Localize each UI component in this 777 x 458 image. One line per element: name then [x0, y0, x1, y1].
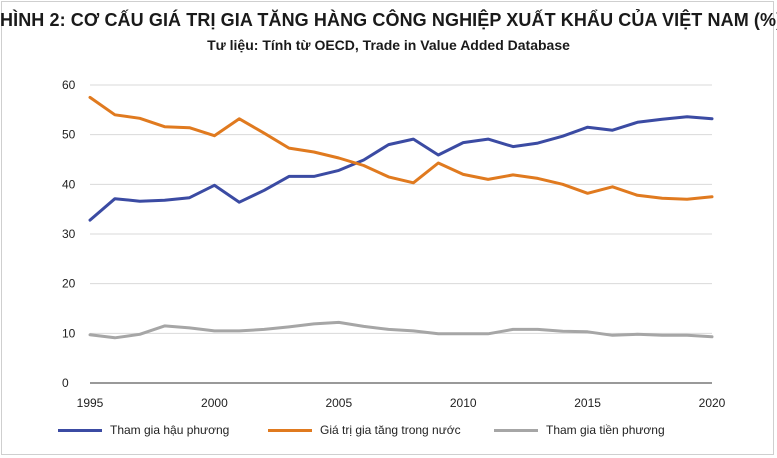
legend-label-forward: Tham gia tiền phương — [546, 423, 665, 437]
x-tick-label-2000: 2000 — [201, 396, 228, 410]
series-line-domestic — [88, 95, 714, 201]
y-tick-label-10: 10 — [62, 326, 76, 340]
y-tick-label-60: 60 — [62, 78, 76, 92]
x-tick-label-2010: 2010 — [450, 396, 477, 410]
series-line-backward — [88, 115, 714, 222]
series-line-forward — [88, 320, 714, 340]
legend-label-backward: Tham gia hậu phương — [110, 423, 230, 437]
chart-subtitle: Tư liệu: Tính từ OECD, Trade in Value Ad… — [207, 37, 570, 53]
legend-swatch-domestic — [268, 428, 312, 432]
x-tick-label-2020: 2020 — [699, 396, 726, 410]
legend-swatch-forward — [494, 428, 538, 432]
x-tick-label-2005: 2005 — [325, 396, 352, 410]
y-tick-label-20: 20 — [62, 277, 76, 291]
legend-item-backward: Tham gia hậu phương — [58, 423, 229, 437]
y-tick-label-30: 30 — [62, 227, 76, 241]
x-tick-label-1995: 1995 — [77, 396, 104, 410]
legend-label-domestic: Giá trị gia tăng trong nước — [320, 423, 461, 437]
legend-item-domestic: Giá trị gia tăng trong nước — [268, 423, 461, 437]
y-tick-label-0: 0 — [62, 376, 69, 390]
y-tick-label-50: 50 — [62, 128, 76, 142]
chart-title: HÌNH 2: CƠ CẤU GIÁ TRỊ GIA TĂNG HÀNG CÔN… — [0, 10, 777, 30]
legend: Tham gia hậu phương Giá trị gia tăng tro… — [0, 423, 777, 443]
legend-swatch-backward — [58, 428, 102, 432]
y-tick-label-40: 40 — [62, 177, 76, 191]
legend-item-forward: Tham gia tiền phương — [494, 423, 665, 437]
x-tick-label-2015: 2015 — [574, 396, 601, 410]
